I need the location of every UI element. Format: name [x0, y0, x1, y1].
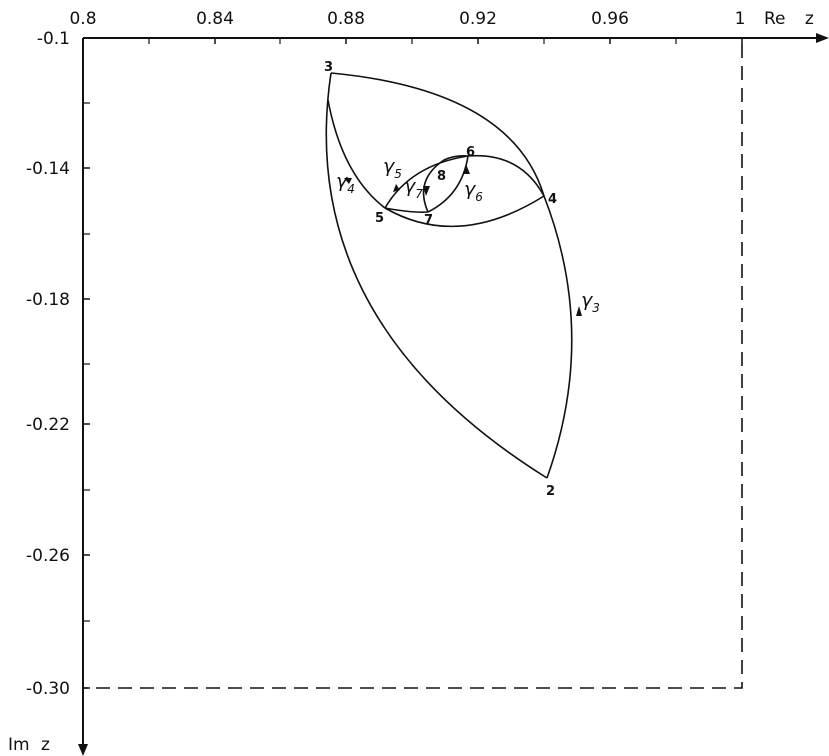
x-tick-label: 0.96 [591, 9, 629, 29]
contour-inner-left [422, 155, 469, 213]
y-tick-label: -0.22 [26, 415, 70, 435]
gamma3-label: γ3 [581, 289, 600, 315]
gamma7-arrow-icon [423, 186, 430, 196]
y-axis-name: Im z [8, 735, 50, 755]
x-tick-label: 0.8 [69, 9, 96, 29]
point-label-8: 8 [437, 169, 446, 184]
boundary-dashed [83, 44, 743, 689]
y-tick-label: -0.14 [26, 159, 70, 179]
contour-gamma4-arc [327, 99, 386, 209]
x-ticks [82, 38, 743, 45]
contour-gamma6-arc [427, 155, 469, 213]
gamma5-arrow-icon [393, 184, 400, 192]
y-tick-label: -0.18 [26, 290, 70, 310]
gamma4-label: γ4 [336, 170, 355, 196]
x-tick-label: 0.92 [459, 9, 497, 29]
y-tick-label: -0.26 [26, 546, 70, 566]
contour-gamma7-arc [384, 207, 429, 213]
x-tick-label: 0.88 [327, 9, 365, 29]
gamma6-arrow-icon [463, 164, 470, 174]
gamma6-label: γ6 [464, 178, 483, 204]
point-label-4: 4 [548, 192, 557, 207]
x-axis-name: Re z [764, 9, 814, 29]
point-label-5: 5 [375, 211, 384, 226]
contour-gamma3-arc [330, 72, 573, 479]
y-ticks [83, 102, 90, 689]
x-tick-label: 1 [735, 9, 746, 29]
contour-left-arc [325, 72, 548, 479]
y-tick-label: -0.1 [37, 29, 70, 49]
point-label-3: 3 [324, 60, 333, 75]
y-tick-label: -0.30 [26, 679, 70, 699]
gamma5-label: γ5 [383, 155, 402, 181]
point-label-7: 7 [424, 213, 433, 228]
real-axis-arrow-icon [816, 33, 829, 43]
gamma3-arrow-icon [576, 306, 582, 316]
gamma7-label: γ7 [404, 175, 423, 201]
point-label-6: 6 [466, 145, 475, 160]
imaginary-axis-arrow-icon [78, 744, 88, 756]
gamma4-arrow-icon [344, 178, 352, 184]
point-label-2: 2 [546, 484, 555, 499]
x-tick-label: 0.84 [196, 9, 234, 29]
contour-lower-arc [384, 195, 545, 228]
